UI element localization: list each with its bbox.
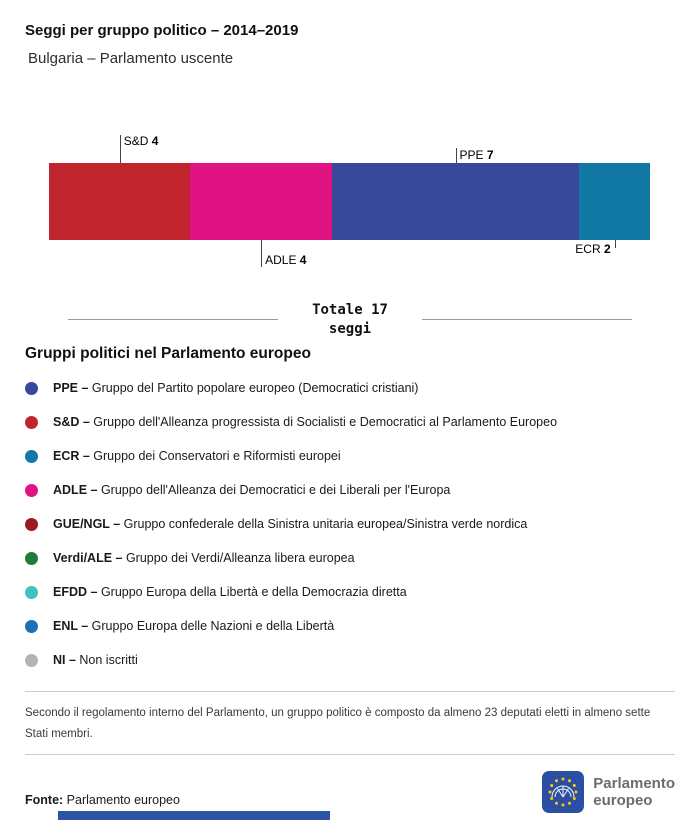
stacked-bar [49, 163, 650, 240]
ep-logo-icon [542, 770, 585, 813]
bar-label-text: S&D 4 [123, 134, 159, 148]
total-separator: Totale 17 seggi [68, 301, 633, 339]
legend-item-label: ECR – Gruppo dei Conservatori e Riformis… [53, 449, 341, 464]
page-title: Seggi per gruppo politico – 2014–2019 [25, 22, 299, 39]
legend-item: Verdi/ALE – Gruppo dei Verdi/Alleanza li… [25, 541, 675, 575]
rule-right [421, 319, 633, 321]
legend-item: ADLE – Gruppo dell'Alleanza dei Democrat… [25, 473, 675, 507]
bar-label-tick [119, 135, 121, 163]
source-value: Parlamento europeo [66, 792, 180, 807]
rule-left [68, 319, 279, 321]
bar-label-tick [455, 148, 457, 163]
legend-item: PPE – Gruppo del Partito popolare europe… [25, 371, 675, 405]
legend-color-dot [25, 381, 38, 395]
legend-color-dot [25, 415, 38, 429]
ep-logo-text-line1: Parlamento [593, 774, 675, 792]
total-seats-line1: Totale 17 [312, 302, 388, 318]
legend-item-label: Verdi/ALE – Gruppo dei Verdi/Alleanza li… [53, 551, 355, 566]
legend-color-dot [25, 653, 38, 667]
bottom-blue-strip [58, 811, 330, 820]
legend-item-label: EFDD – Gruppo Europa della Libertà e del… [53, 585, 407, 600]
footnote: Secondo il regolamento interno del Parla… [25, 707, 651, 741]
legend-item: NI – Non iscritti [25, 643, 675, 677]
bar-segment-ECR[interactable] [579, 163, 650, 240]
source-label: Fonte: [25, 792, 64, 807]
ep-logo-text-line2: europeo [593, 791, 653, 809]
legend-item-label: GUE/NGL – Gruppo confederale della Sinis… [53, 517, 528, 532]
legend-item: EFDD – Gruppo Europa della Libertà e del… [25, 575, 675, 609]
bar-label-tick [614, 240, 616, 248]
legend-color-dot [25, 483, 38, 497]
legend-title: Gruppi politici nel Parlamento europeo [25, 344, 311, 362]
total-seats: Totale 17 seggi [312, 301, 388, 339]
ep-logo-text: Parlamento europeo [593, 775, 675, 810]
legend-item: ECR – Gruppo dei Conservatori e Riformis… [25, 439, 675, 473]
page-subtitle: Bulgaria – Parlamento uscente [28, 50, 234, 67]
legend-color-dot [25, 585, 38, 599]
bar-segment-PPE[interactable] [331, 163, 580, 240]
bar-label-tick [261, 240, 263, 267]
bar-label-text: ECR 2 [575, 242, 611, 256]
ep-logo: Parlamento europeo [542, 770, 675, 813]
legend-item-label: NI – Non iscritti [53, 653, 138, 668]
legend-color-dot [25, 551, 38, 565]
bar-label-text: PPE 7 [459, 148, 494, 162]
source: Fonte: Parlamento europeo [25, 793, 180, 813]
legend-item-label: ADLE – Gruppo dell'Alleanza dei Democrat… [53, 483, 451, 498]
legend-item-label: ENL – Gruppo Europa delle Nazioni e dell… [53, 619, 335, 634]
bar-segment-ADLE[interactable] [190, 163, 332, 240]
bar-segment-S&D[interactable] [49, 163, 191, 240]
legend-item: S&D – Gruppo dell'Alleanza progressista … [25, 405, 675, 439]
bar-label-text: ADLE 4 [265, 253, 307, 267]
legend-item: GUE/NGL – Gruppo confederale della Sinis… [25, 507, 675, 541]
legend-list: PPE – Gruppo del Partito popolare europe… [0, 371, 700, 677]
divider-top [25, 691, 675, 693]
seats-chart: S&D 4 ADLE 4 PPE 7 ECR 2 [49, 125, 650, 285]
divider-bottom [25, 753, 675, 755]
legend-item: ENL – Gruppo Europa delle Nazioni e dell… [25, 609, 675, 643]
footer: Fonte: Parlamento europeo [25, 767, 675, 813]
legend-color-dot [25, 449, 38, 463]
legend-item-label: S&D – Gruppo dell'Alleanza progressista … [53, 415, 558, 430]
legend-color-dot [25, 517, 38, 531]
legend-color-dot [25, 619, 38, 633]
legend-item-label: PPE – Gruppo del Partito popolare europe… [53, 381, 419, 396]
total-seats-line2: seggi [328, 320, 372, 337]
